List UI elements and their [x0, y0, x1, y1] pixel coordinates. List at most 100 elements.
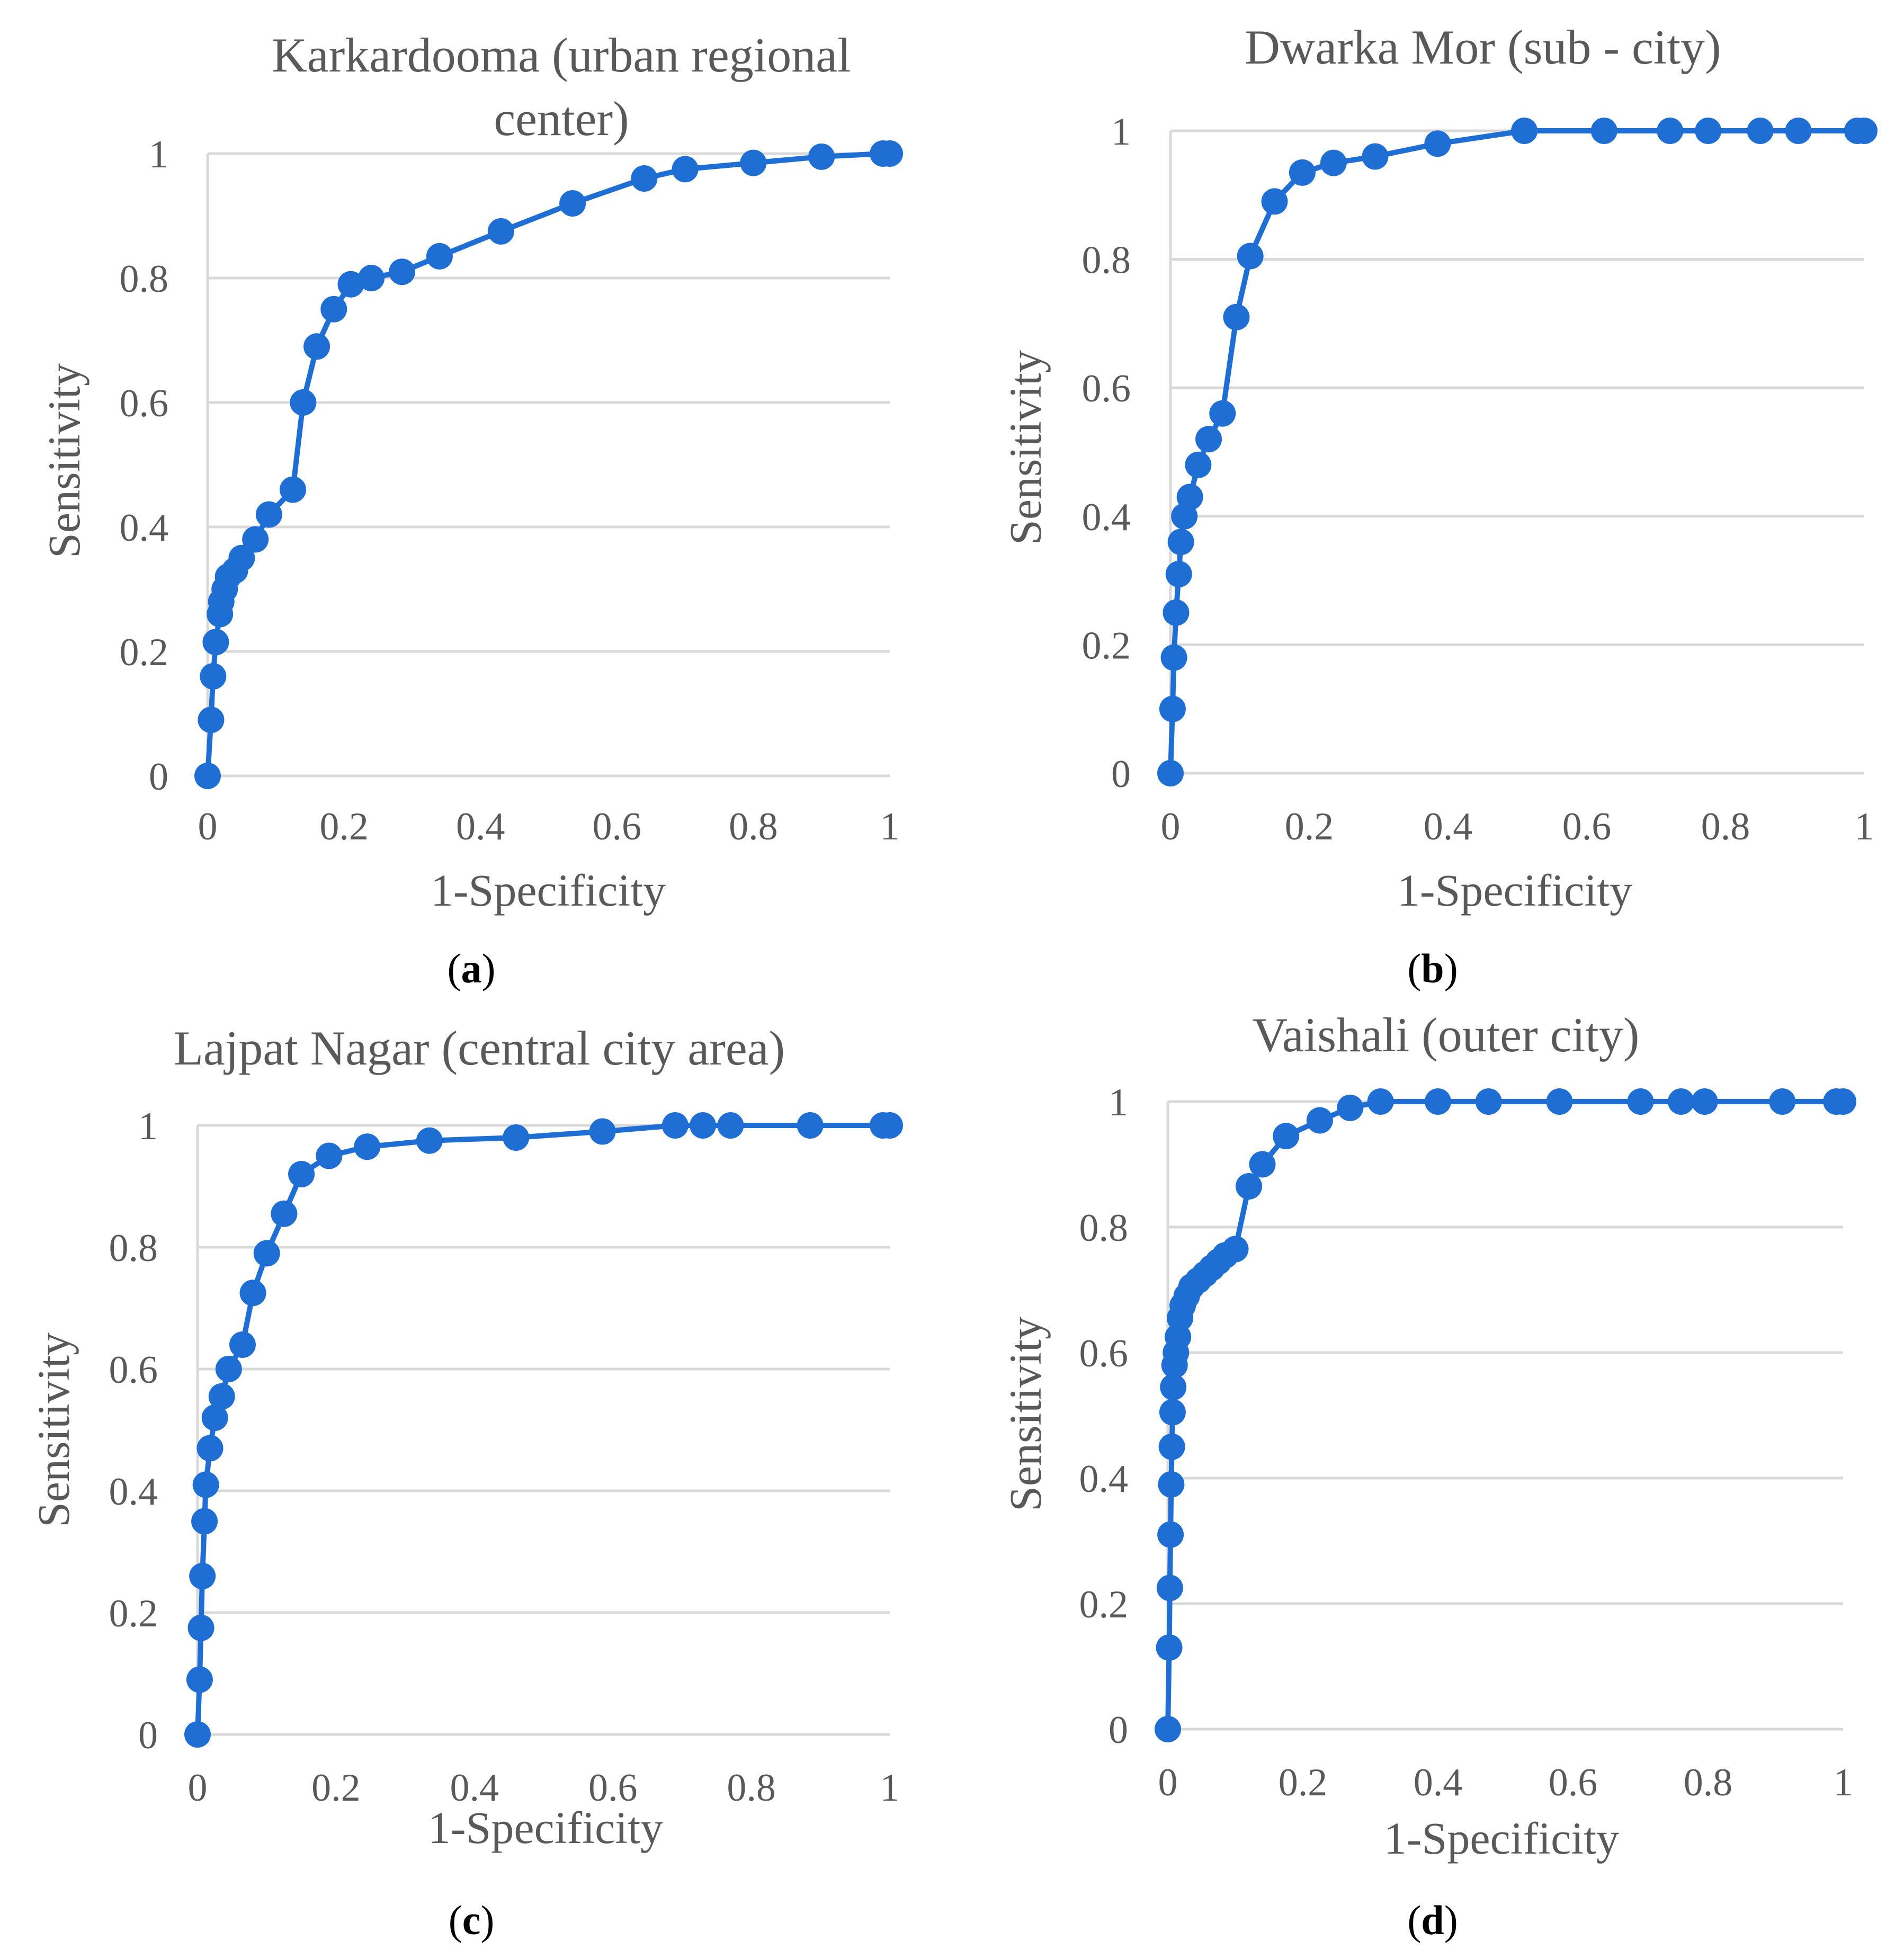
- panel-b-y-axis-label: Sensitivity: [1000, 350, 1051, 545]
- panel-c-data-point: [187, 1614, 214, 1641]
- panel-a-title-line1: Karkardooma (urban regional: [272, 28, 851, 82]
- panel-c-data-point: [191, 1508, 218, 1535]
- panel-a-data-point: [559, 190, 586, 217]
- panel-d-data-point: [1222, 1236, 1249, 1263]
- panel-b-data-point: [1657, 118, 1684, 144]
- panel-b-caption-letter: b: [1421, 945, 1444, 991]
- panel-a-x-tick-label: 0.8: [729, 805, 778, 848]
- panel-a-series-line: [205, 151, 890, 776]
- panel-b-data-point: [1165, 560, 1192, 587]
- panel-c-x-tick-label: 0.6: [588, 1766, 638, 1810]
- panel-c: Lajpat Nagar (central city area) 0 0.2 0.4…: [28, 1021, 903, 1943]
- panel-b-y-tick-label: 0.4: [1082, 496, 1131, 539]
- panel-c-series: [184, 1112, 903, 1748]
- panel-c-data-point: [717, 1112, 744, 1139]
- panel-d-data-point: [1156, 1575, 1183, 1602]
- panel-c-y-tick-label: 0.8: [109, 1227, 158, 1270]
- panel-c-x-tick-label: 0.2: [311, 1766, 361, 1810]
- panel-d-tick-labels: 0 0.2 0.4 0.6 0.8 1 0 0.2 0.4 0.6 0.8 1: [1079, 1081, 1853, 1804]
- panel-b-data-point: [1185, 451, 1212, 478]
- panel-c-caption-letter: c: [462, 1897, 481, 1943]
- panel-c-data-point: [797, 1112, 824, 1139]
- panel-a-data-point: [672, 156, 699, 183]
- panel-d-y-tick-label: 0: [1109, 1708, 1128, 1752]
- panel-c-data-point: [184, 1721, 211, 1748]
- panel-b-data-point: [1424, 130, 1451, 157]
- panel-b-x-tick-label: 1: [1855, 805, 1874, 848]
- panel-c-caption: (c): [449, 1897, 495, 1943]
- panel-a-caption: (a): [448, 945, 496, 991]
- panel-d-data-point: [1627, 1088, 1654, 1115]
- panel-a-tick-labels: 0 0.2 0.4 0.6 0.8 1 0 0.2 0.4 0.6 0.8 1: [120, 133, 900, 848]
- panel-b-data-point: [1176, 484, 1203, 511]
- panel-a-data-point: [631, 165, 658, 192]
- panel-c-data-point: [215, 1356, 242, 1382]
- panel-d-data-point: [1157, 1521, 1184, 1548]
- panel-c-data-point: [271, 1200, 298, 1227]
- panel-b-x-tick-label: 0.8: [1701, 805, 1750, 848]
- panel-a-x-axis-label: 1-Specificity: [431, 865, 666, 916]
- panel-b-x-tick-label: 0.4: [1424, 805, 1473, 848]
- panel-c-data-point: [354, 1133, 381, 1160]
- panel-a-data-point: [255, 501, 282, 528]
- panel-c-x-axis-label: 1-Specificity: [428, 1802, 663, 1853]
- panel-b-x-tick-label: 0.6: [1562, 805, 1612, 848]
- panel-c-title-line1: Lajpat Nagar (central city area): [174, 1021, 785, 1075]
- panel-d-data-point: [1668, 1088, 1694, 1115]
- panel-a-y-tick-label: 1: [149, 133, 168, 176]
- panel-b-data-point: [1590, 118, 1617, 144]
- panel-a-data-point: [487, 218, 514, 245]
- panel-c-data-point: [189, 1563, 216, 1589]
- panel-d-data-point: [1367, 1088, 1394, 1115]
- panel-c-x-tick-label: 1: [880, 1766, 900, 1810]
- panel-a-y-tick-label: 0.4: [120, 506, 169, 550]
- panel-a-data-point: [242, 526, 269, 553]
- panel-c-y-tick-label: 0: [138, 1714, 158, 1757]
- panel-a: Karkardooma (urban regional center) 0 0.2…: [39, 28, 903, 991]
- panel-d-series: [1155, 1088, 1856, 1742]
- panel-a-x-tick-label: 0.6: [593, 805, 642, 848]
- panel-d-gridlines: [1166, 1100, 1843, 1731]
- panel-d-y-tick-label: 0.6: [1079, 1332, 1129, 1375]
- panel-b-series-line: [1168, 128, 1864, 774]
- panel-a-y-tick-label: 0.2: [120, 631, 169, 674]
- panel-b-data-point: [1160, 644, 1187, 671]
- panel-a-data-point: [198, 706, 225, 733]
- panel-b-series: [1157, 118, 1878, 786]
- panel-a-data-point: [202, 629, 229, 656]
- panel-a-y-tick-label: 0.8: [120, 257, 169, 301]
- panel-c-y-tick-label: 0.6: [109, 1348, 158, 1392]
- panel-d-data-point: [1236, 1173, 1262, 1200]
- panel-a-data-point: [194, 763, 221, 789]
- panel-a-data-point: [228, 544, 255, 571]
- panel-d-y-axis-label: Sensitivity: [1000, 1317, 1051, 1511]
- panel-b-title-line1: Dwarka Mor (sub - city): [1245, 20, 1721, 74]
- panel-d-data-point: [1769, 1088, 1796, 1115]
- panel-d-caption: (d): [1407, 1897, 1458, 1943]
- panel-a-data-point: [877, 140, 903, 167]
- panel-d-x-axis-label: 1-Specificity: [1384, 1813, 1619, 1864]
- panel-c-data-point: [316, 1142, 343, 1169]
- panel-b-x-tick-label: 0.2: [1285, 805, 1334, 848]
- panel-d-data-point: [1830, 1088, 1856, 1115]
- panel-b-data-point: [1209, 400, 1236, 427]
- panel-c-data-point: [208, 1383, 235, 1410]
- panel-d-y-tick-label: 1: [1109, 1081, 1128, 1124]
- panel-c-data-point: [690, 1112, 717, 1139]
- panel-a-y-tick-label: 0.6: [120, 382, 169, 425]
- panel-b-y-tick-label: 0.6: [1082, 367, 1131, 410]
- panel-a-x-tick-label: 1: [880, 805, 900, 848]
- panel-d-data-point: [1306, 1107, 1333, 1134]
- panel-a-x-tick-label: 0: [198, 805, 218, 848]
- panel-b-data-point: [1223, 303, 1250, 330]
- panel-d: Vaishali (outer city) 0 0.2 0.4 0.6 0.8 1 0 0.2…: [1000, 1008, 1856, 1943]
- panel-c-data-point: [196, 1435, 224, 1462]
- panel-b-data-point: [1159, 695, 1186, 722]
- panel-d-y-tick-label: 0.4: [1079, 1457, 1129, 1501]
- panel-d-x-tick-label: 0.8: [1684, 1761, 1733, 1804]
- panel-c-data-point: [503, 1124, 530, 1151]
- panel-c-data-point: [192, 1471, 219, 1498]
- panel-c-y-tick-label: 1: [138, 1105, 158, 1148]
- panel-a-series: [194, 140, 903, 789]
- panel-c-data-point: [416, 1127, 443, 1154]
